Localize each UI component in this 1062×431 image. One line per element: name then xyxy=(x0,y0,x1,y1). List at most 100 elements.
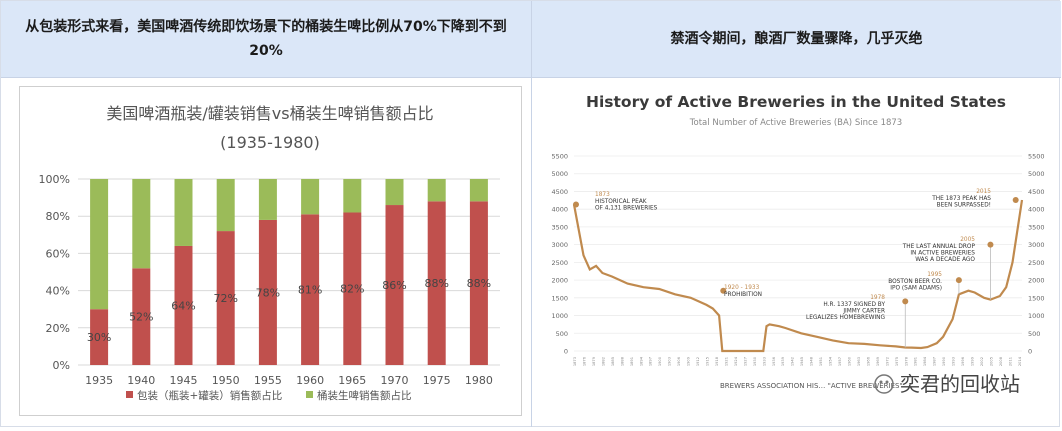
annotation-text: JIMMY CARTER xyxy=(842,309,885,315)
annotation-year: 1978 xyxy=(870,295,885,301)
header-right: 禁酒令期间，酿酒厂数量骤降，几乎灭绝 xyxy=(532,1,1061,77)
bar-ytick-label: 80% xyxy=(46,210,70,223)
line-xtick-label: 1897 xyxy=(649,357,653,366)
bar-xtick-label: 1945 xyxy=(170,374,198,387)
line-xtick-label: 1999 xyxy=(971,356,975,366)
bar-packaged xyxy=(343,212,362,365)
line-ytick-left: 4500 xyxy=(551,188,568,196)
bar-data-label: 88% xyxy=(424,277,448,290)
annotation-text: THE LAST ANNUAL DROP xyxy=(902,244,976,250)
line-xtick-label: 2008 xyxy=(999,356,1003,366)
annotation-marker xyxy=(1012,196,1019,203)
annotation-marker xyxy=(902,298,909,305)
bar-packaged xyxy=(132,268,151,365)
bar-data-label: 72% xyxy=(213,292,237,305)
line-ytick-left: 5500 xyxy=(551,153,568,161)
annotation-year: 1920 - 1933 xyxy=(724,285,760,291)
line-xtick-label: 1975 xyxy=(895,357,899,366)
bar-chart-svg: 美国啤酒瓶装/罐装销售vs桶装生啤销售额占比 (1935-1980) 0% 20%… xyxy=(39,104,500,402)
bar-ytick-label: 20% xyxy=(46,322,70,335)
line-xtick-label: 2005 xyxy=(989,357,993,366)
line-xtick-label: 1894 xyxy=(639,356,643,366)
annotation-text: BEEN SURPASSED! xyxy=(937,203,991,209)
line-ytick-left: 3500 xyxy=(551,223,568,231)
line-xtick-label: 1918 xyxy=(715,356,719,366)
line-xtick-label: 1996 xyxy=(961,356,965,366)
legend-swatch xyxy=(306,391,313,398)
annotation-text: OF 4,131 BREWERIES xyxy=(595,206,658,212)
line-xtick-label: 1954 xyxy=(829,356,833,366)
line-ytick-right: 1000 xyxy=(1028,312,1045,320)
annotation-marker xyxy=(955,277,962,284)
annotation-year: 2015 xyxy=(976,189,991,195)
line-ytick-right: 1500 xyxy=(1028,294,1045,302)
line-xtick-label: 1951 xyxy=(819,357,823,366)
bar-xtick-label: 1965 xyxy=(338,374,366,387)
line-xtick-label: 1930 xyxy=(753,356,757,366)
bar-draft xyxy=(216,179,235,232)
watermark: 奕君的回收站 xyxy=(874,372,1020,396)
line-ytick-right: 4500 xyxy=(1028,188,1045,196)
annotation-marker xyxy=(987,241,994,248)
wechat-icon xyxy=(874,374,894,394)
line-xtick-label: 2011 xyxy=(1008,357,1012,366)
legend-swatch xyxy=(126,391,133,398)
line-xtick-label: 1969 xyxy=(876,356,880,366)
annotation-year: 1995 xyxy=(927,272,942,278)
line-ytick-right: 500 xyxy=(1028,330,1040,338)
annotation-text: HISTORICAL PEAK xyxy=(595,199,647,205)
line-ytick-right: 5000 xyxy=(1028,170,1045,178)
bar-packaged xyxy=(301,214,320,365)
bar-xtick-label: 1955 xyxy=(254,374,282,387)
line-xtick-label: 1990 xyxy=(942,356,946,366)
legend-label: 桶装生啤销售额占比 xyxy=(317,389,412,402)
annotation-text: LEGALIZES HOMEBREWING xyxy=(806,315,885,321)
line-xtick-label: 1909 xyxy=(687,356,691,366)
line-ytick-left: 0 xyxy=(564,348,568,356)
line-xtick-label: 1927 xyxy=(743,357,747,366)
line-xtick-label: 1984 xyxy=(923,356,927,366)
annotation-marker xyxy=(573,201,579,208)
line-xtick-label: 1873 xyxy=(573,357,577,366)
bar-draft xyxy=(174,179,193,246)
line-ytick-left: 1000 xyxy=(551,312,568,320)
line-xtick-label: 1963 xyxy=(857,357,861,366)
bar-ytick-label: 100% xyxy=(39,173,70,186)
bar-ytick-label: 60% xyxy=(46,247,70,260)
line-ytick-right: 3500 xyxy=(1028,223,1045,231)
header-left: 从包装形式来看，美国啤酒传统即饮场景下的桶装生啤比例从70%下降到不到20% xyxy=(1,1,532,77)
header-right-text: 禁酒令期间，酿酒厂数量骤降，几乎灭绝 xyxy=(670,31,923,47)
breweries-chart-svg: History of Active Breweries in the Unite… xyxy=(551,93,1045,396)
line-ytick-left: 5000 xyxy=(551,170,568,178)
stacked-bar-chart: 美国啤酒瓶装/罐装销售vs桶装生啤销售额占比 (1935-1980) 0% 20%… xyxy=(19,86,522,416)
watermark-text: 奕君的回收站 xyxy=(900,372,1020,396)
line-ytick-right: 2500 xyxy=(1028,259,1045,267)
line-xtick-label: 1987 xyxy=(933,357,937,366)
annotation-text: IN ACTIVE BREWERIES xyxy=(910,251,975,257)
bar-draft xyxy=(469,179,488,202)
annotation-text: PROHIBITION xyxy=(724,292,762,298)
line-ytick-right: 5500 xyxy=(1028,153,1045,161)
bar-draft xyxy=(258,179,277,220)
bar-draft xyxy=(301,179,320,215)
bar-draft xyxy=(427,179,446,202)
line-xtick-label: 1981 xyxy=(914,357,918,366)
line-xtick-label: 1915 xyxy=(706,357,710,366)
line-ytick-left: 1500 xyxy=(551,294,568,302)
bar-packaged xyxy=(258,219,277,365)
bar-data-label: 88% xyxy=(467,277,491,290)
line-xtick-label: 1948 xyxy=(810,356,814,366)
bar-xtick-label: 1935 xyxy=(85,374,113,387)
legend-label: 包装（瓶装+罐装）销售额占比 xyxy=(137,389,282,402)
line-xtick-label: 1882 xyxy=(601,357,605,366)
line-xtick-label: 1945 xyxy=(800,357,804,366)
bar-packaged xyxy=(90,309,109,365)
line-xtick-label: 2002 xyxy=(980,357,984,366)
bar-packaged xyxy=(385,205,404,365)
bar-xtick-label: 1980 xyxy=(465,374,493,387)
line-xtick-label: 1885 xyxy=(611,357,615,366)
line-xtick-label: 1966 xyxy=(866,356,870,366)
bar-xtick-label: 1940 xyxy=(127,374,155,387)
line-ytick-right: 3000 xyxy=(1028,241,1045,249)
bar-xtick-label: 1970 xyxy=(381,374,409,387)
